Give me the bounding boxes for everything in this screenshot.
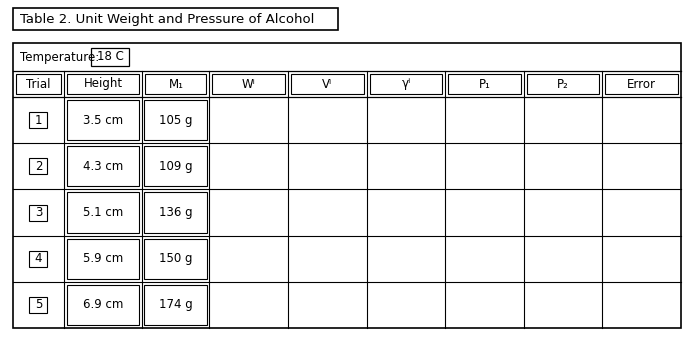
- Bar: [29, 204, 47, 221]
- Bar: [291, 74, 363, 94]
- Text: 2: 2: [35, 160, 42, 173]
- Bar: [145, 100, 208, 140]
- Bar: [67, 285, 140, 325]
- Text: 1: 1: [35, 113, 42, 127]
- Bar: [67, 100, 140, 140]
- Bar: [448, 74, 521, 94]
- Text: Wⁱ: Wⁱ: [242, 77, 256, 91]
- Bar: [91, 48, 129, 66]
- Bar: [29, 297, 47, 313]
- Text: 5.1 cm: 5.1 cm: [83, 206, 123, 219]
- Bar: [67, 192, 140, 233]
- Bar: [67, 238, 140, 279]
- Text: Table 2. Unit Weight and Pressure of Alcohol: Table 2. Unit Weight and Pressure of Alc…: [20, 13, 314, 25]
- Text: 105 g: 105 g: [159, 113, 193, 127]
- Text: 3: 3: [35, 206, 42, 219]
- Text: 150 g: 150 g: [159, 252, 193, 265]
- Text: 136 g: 136 g: [159, 206, 193, 219]
- Text: Height: Height: [83, 77, 123, 91]
- Text: Trial: Trial: [26, 77, 51, 91]
- Text: M₁: M₁: [168, 77, 183, 91]
- Text: 4.3 cm: 4.3 cm: [83, 160, 123, 173]
- Text: 3.5 cm: 3.5 cm: [83, 113, 123, 127]
- Bar: [29, 158, 47, 174]
- Bar: [213, 74, 285, 94]
- Bar: [145, 74, 206, 94]
- Bar: [16, 74, 61, 94]
- Text: 5: 5: [35, 299, 42, 311]
- Text: P₂: P₂: [557, 77, 569, 91]
- Text: 6.9 cm: 6.9 cm: [83, 299, 123, 311]
- Bar: [370, 74, 442, 94]
- Bar: [29, 112, 47, 128]
- Bar: [605, 74, 678, 94]
- Text: 5.9 cm: 5.9 cm: [83, 252, 123, 265]
- Bar: [145, 238, 208, 279]
- Text: Temperature:: Temperature:: [20, 50, 99, 63]
- Bar: [13, 43, 681, 328]
- Bar: [145, 285, 208, 325]
- Text: 174 g: 174 g: [159, 299, 193, 311]
- Text: 109 g: 109 g: [159, 160, 193, 173]
- Bar: [29, 251, 47, 267]
- Bar: [67, 74, 140, 94]
- Text: Vⁱ: Vⁱ: [322, 77, 332, 91]
- Text: γⁱ: γⁱ: [401, 77, 411, 91]
- Text: Error: Error: [627, 77, 656, 91]
- Text: P₁: P₁: [479, 77, 491, 91]
- Bar: [67, 146, 140, 187]
- Bar: [527, 74, 599, 94]
- Bar: [145, 146, 208, 187]
- Text: 18 C: 18 C: [97, 50, 124, 63]
- Text: 4: 4: [35, 252, 42, 265]
- Bar: [145, 192, 208, 233]
- Bar: [13, 8, 338, 30]
